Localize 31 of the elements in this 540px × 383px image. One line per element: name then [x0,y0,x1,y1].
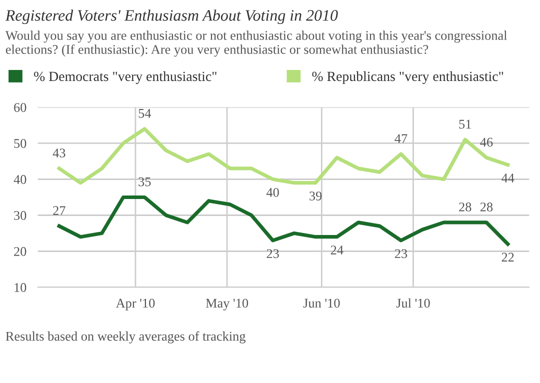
x-tick-label: Apr '10 [116,298,155,310]
chart-title: Registered Voters' Enthusiasm About Voting in 2010 [5,10,338,24]
data-label: 28 [480,202,493,212]
y-tick-label: 40 [14,175,26,184]
data-label: 23 [394,249,408,258]
y-tick-label: 10 [14,283,26,292]
data-label: 40 [266,188,279,197]
data-label: 28 [459,202,472,212]
data-label: 24 [330,246,344,254]
data-label: 47 [394,134,408,143]
y-tick-label: 50 [14,139,26,148]
y-tick-label: 60 [14,103,26,112]
legend-label: % Republicans "very enthusiastic" [312,71,504,84]
data-label: 27 [53,206,66,215]
text: Results based on weekly averages of tracking [6,331,246,344]
y-tick-label: 30 [14,211,26,220]
chart-subtitle: Would you say you are enthusiastic or not enthusiastic about voting in this year's congressional elections? (If enthusiastic): Are you very enthusiastic or somewhat enthusiastic? [5,30,508,57]
data-label: 39 [310,192,322,200]
data-label: 35 [138,177,151,186]
data-label: 54 [138,109,152,118]
x-tick-label: Jun '10 [303,298,340,308]
x-tick-label: Jul '10 [396,298,430,308]
data-label: 43 [52,148,66,158]
data-label: 22 [502,252,514,262]
legend-label: % Democrats "very enthusiastic" [34,71,216,84]
x-tick-label: May '10 [206,298,248,310]
data-label: 46 [480,138,493,147]
data-label: 44 [501,174,514,182]
data-label: 23 [266,249,279,258]
data-label: 51 [459,120,471,129]
y-tick-label: 20 [14,247,26,256]
